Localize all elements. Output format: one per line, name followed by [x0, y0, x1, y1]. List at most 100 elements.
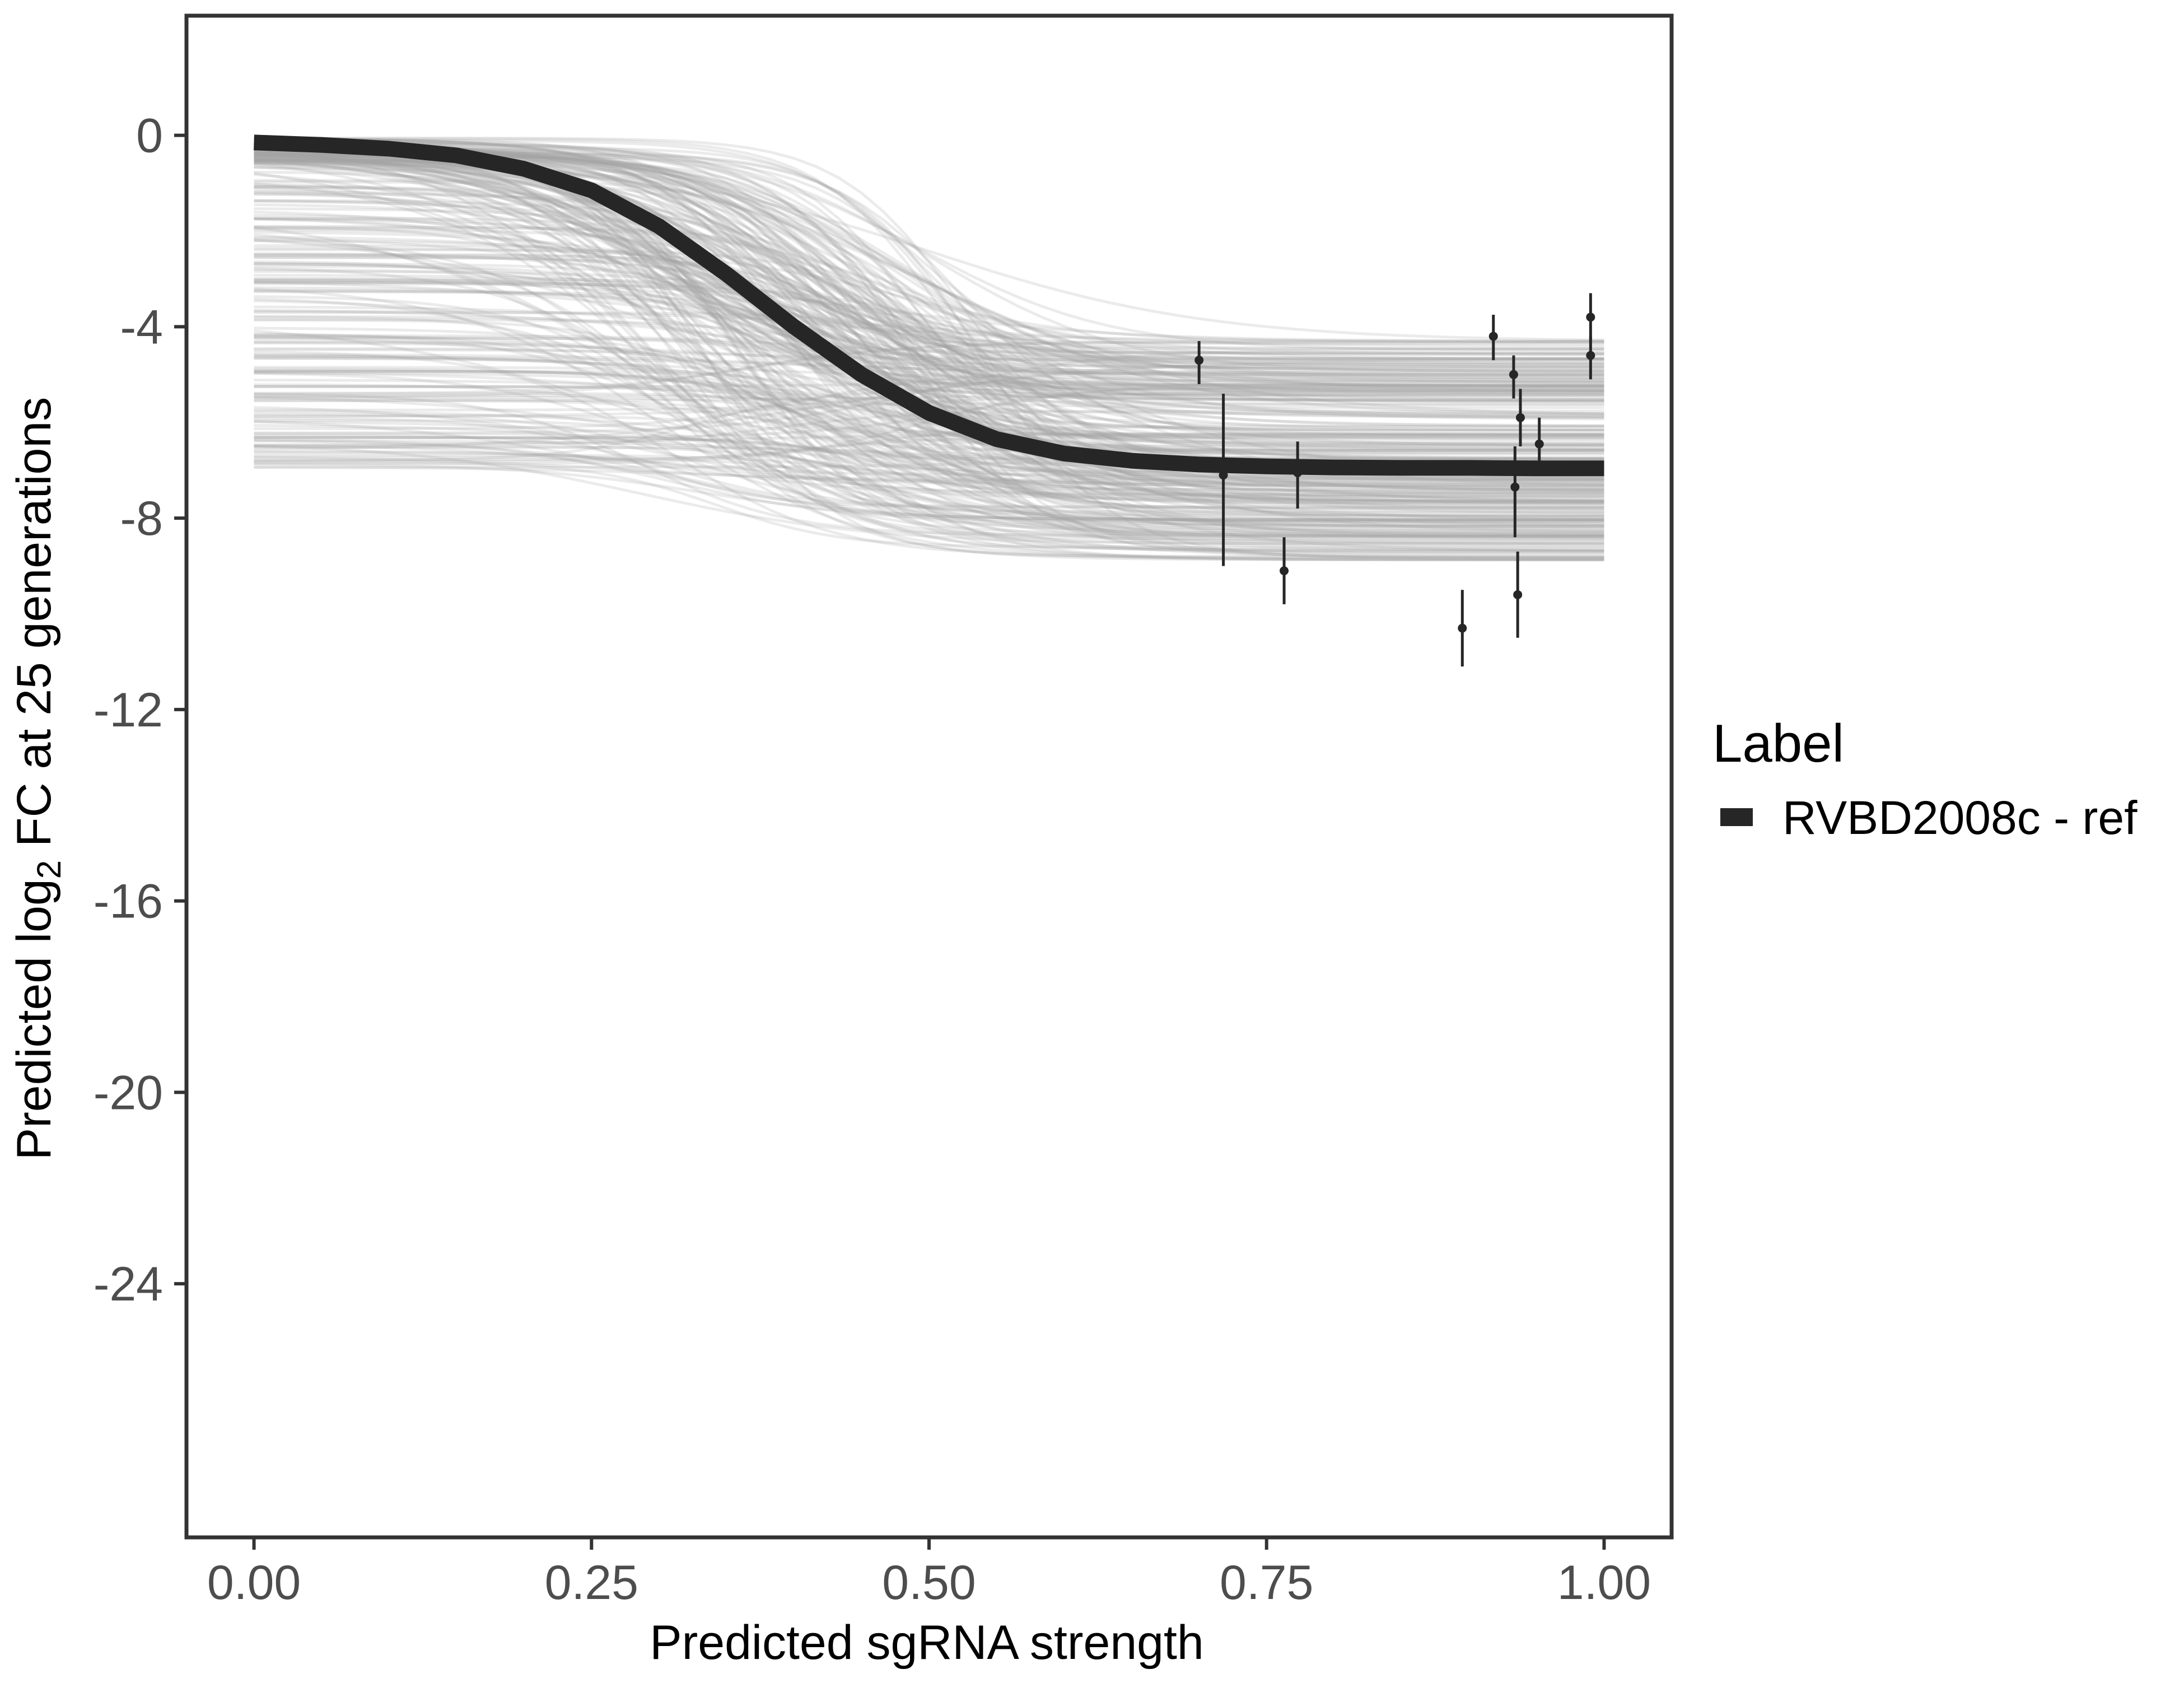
posterior-sample-curve [254, 151, 1604, 368]
posterior-sample-curve [254, 142, 1604, 460]
posterior-sample-curve [254, 453, 1604, 491]
posterior-sample-curve [254, 406, 1604, 499]
posterior-sample-curve [254, 290, 1604, 514]
posterior-sample-curve [254, 327, 1604, 540]
posterior-sample-curve [254, 142, 1604, 428]
posterior-sample-curve [254, 244, 1604, 480]
point-marker [1534, 439, 1544, 449]
posterior-sample-curve [254, 225, 1604, 395]
posterior-sample-curve [254, 225, 1604, 538]
posterior-sample-curve [254, 137, 1604, 437]
x-tick-label: 0.25 [545, 1556, 638, 1610]
posterior-sample-curve [254, 353, 1604, 381]
posterior-sample-curve [254, 274, 1604, 365]
posterior-sample-curve [254, 348, 1604, 361]
posterior-sample-curve [254, 281, 1604, 343]
posterior-sample-curve [254, 262, 1604, 443]
posterior-sample-curve [254, 329, 1604, 503]
posterior-sample-curve [254, 149, 1604, 372]
posterior-sample-curve [254, 248, 1604, 486]
x-axis-title: Predicted sgRNA strength [650, 1616, 1204, 1670]
posterior-sample-curve [254, 146, 1604, 480]
posterior-sample-curve [254, 305, 1604, 512]
posterior-sample-curve [254, 137, 1604, 386]
posterior-sample-curve [254, 151, 1604, 377]
posterior-sample-curve [254, 157, 1604, 372]
posterior-sample-curve [254, 184, 1604, 453]
posterior-sample-curve [254, 161, 1604, 524]
posterior-sample-curve [254, 180, 1604, 497]
posterior-sample-curve [254, 282, 1604, 376]
posterior-sample-curve [254, 144, 1604, 538]
posterior-sample-curve [254, 319, 1604, 447]
posterior-sample-curve [254, 141, 1604, 356]
point-marker [1293, 468, 1303, 477]
posterior-sample-curve [254, 186, 1604, 521]
posterior-sample-curve [254, 389, 1604, 418]
posterior-sample-curve [254, 192, 1604, 386]
data-point [1513, 551, 1523, 638]
posterior-sample-curve [254, 203, 1604, 356]
posterior-sample-curve [254, 357, 1604, 456]
data-point [1280, 537, 1289, 604]
posterior-sample-curve [254, 143, 1604, 528]
posterior-sample-curve [254, 433, 1604, 509]
posterior-sample-curve [254, 297, 1604, 535]
posterior-sample-curve [254, 388, 1604, 462]
y-axis-title-suffix: FC at 25 generations [7, 397, 61, 860]
mean-curve-layer [254, 134, 1604, 477]
posterior-sample-curve [254, 226, 1604, 552]
posterior-sample-curve [254, 277, 1604, 491]
posterior-sample-curve [254, 157, 1604, 527]
posterior-sample-curve [254, 432, 1604, 446]
posterior-sample-curve [254, 265, 1604, 530]
point-marker [1513, 590, 1523, 599]
posterior-sample-curve [254, 270, 1604, 428]
posterior-sample-curve [254, 142, 1604, 374]
posterior-sample-curve [254, 358, 1604, 451]
posterior-sample-curve [254, 369, 1604, 558]
posterior-sample-curve [254, 137, 1604, 494]
posterior-sample-curve [254, 255, 1604, 531]
posterior-sample-curve [254, 425, 1604, 465]
posterior-sample-curve [254, 148, 1604, 407]
posterior-samples [254, 136, 1604, 562]
y-tick-label: -16 [94, 875, 163, 929]
posterior-sample-curve [254, 162, 1604, 489]
posterior-sample-curve [254, 217, 1604, 455]
point-marker [1280, 566, 1289, 576]
posterior-sample-curve [254, 143, 1604, 394]
y-tick-label: 0 [136, 109, 163, 163]
y-axis-title-subscript: 2 [30, 860, 68, 879]
posterior-sample-curve [254, 419, 1604, 536]
posterior-sample-curve [254, 341, 1604, 560]
posterior-sample-curve [254, 385, 1604, 533]
posterior-sample-curve [254, 290, 1604, 402]
posterior-sample-curve [254, 315, 1604, 542]
posterior-sample-curve [254, 142, 1604, 387]
posterior-sample-curve [254, 147, 1604, 562]
posterior-sample-curve [254, 341, 1604, 398]
posterior-sample-curve [254, 155, 1604, 452]
posterior-sample-curve [254, 463, 1604, 521]
point-marker [1219, 470, 1228, 480]
posterior-sample-curve [254, 161, 1604, 527]
posterior-sample-curve [254, 155, 1604, 478]
posterior-sample-curve [254, 399, 1604, 436]
posterior-sample-curve [254, 311, 1604, 366]
posterior-sample-curve [254, 455, 1604, 538]
posterior-sample-curve [254, 393, 1604, 537]
posterior-sample-curve [254, 151, 1604, 367]
posterior-sample-curve [254, 444, 1604, 522]
posterior-sample-curve [254, 334, 1604, 519]
x-axis-ticks: 0.00 0.25 0.50 0.75 1.00 [207, 1537, 1651, 1610]
posterior-sample-curve [254, 146, 1604, 394]
posterior-sample-curve [254, 370, 1604, 430]
x-tick-label: 1.00 [1557, 1556, 1651, 1610]
posterior-sample-curve [254, 254, 1604, 405]
posterior-sample-curve [254, 137, 1604, 436]
posterior-sample-curve [254, 239, 1604, 533]
posterior-sample-curve [254, 436, 1604, 463]
posterior-sample-curve [254, 445, 1604, 484]
